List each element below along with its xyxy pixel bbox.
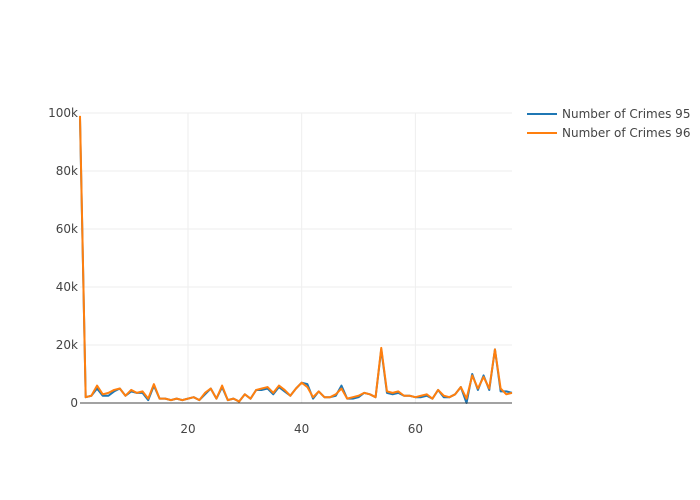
legend-label-series-1: Number of Crimes 96 (562, 126, 690, 140)
grid-lines (80, 112, 512, 403)
y-tick-label: 20k (56, 338, 78, 352)
y-tick-label: 80k (56, 164, 78, 178)
y-tick-label: 60k (56, 222, 78, 236)
axes: 0 20k 40k 60k 80k 100k 20 40 60 (48, 106, 512, 436)
legend-label-series-0: Number of Crimes 95 (562, 107, 690, 121)
y-tick-label: 0 (70, 396, 78, 410)
legend[interactable]: Number of Crimes 95 Number of Crimes 96 (527, 107, 690, 140)
legend-item-series-1[interactable]: Number of Crimes 96 (527, 126, 690, 140)
y-tick-label: 100k (48, 106, 78, 120)
series-lines (79, 115, 513, 404)
x-tick-label: 60 (408, 422, 423, 436)
series-line-1[interactable] (79, 115, 513, 403)
legend-item-series-0[interactable]: Number of Crimes 95 (527, 107, 690, 121)
x-tick-label: 20 (180, 422, 195, 436)
y-tick-label: 40k (56, 280, 78, 294)
series-line-0[interactable] (79, 118, 513, 404)
x-tick-label: 40 (294, 422, 309, 436)
